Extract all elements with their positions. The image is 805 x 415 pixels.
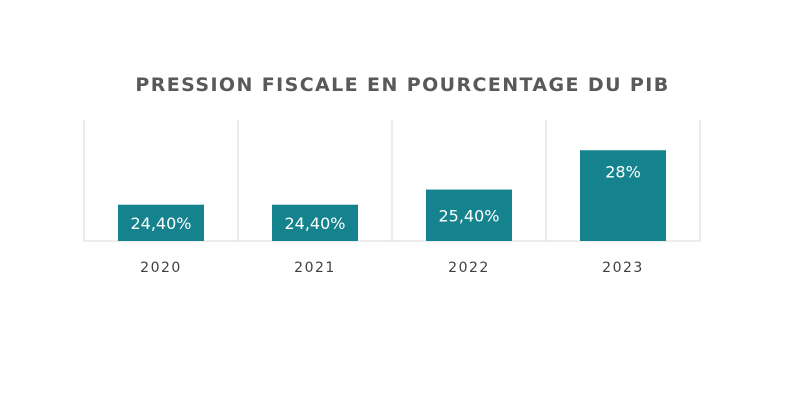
bar <box>426 189 512 241</box>
data-label: 24,40% <box>284 214 345 233</box>
bar <box>272 204 358 241</box>
x-tick-label: 2021 <box>294 260 336 276</box>
data-label: 28% <box>605 162 641 181</box>
x-tick-label: 2020 <box>140 260 182 276</box>
chart-title: PRESSION FISCALE EN POURCENTAGE DU PIB <box>135 74 670 96</box>
bar <box>118 204 204 241</box>
x-tick-label: 2023 <box>602 260 644 276</box>
data-label: 25,40% <box>438 206 499 225</box>
bar <box>580 150 666 241</box>
x-tick-label: 2022 <box>448 260 490 276</box>
data-label: 24,40% <box>130 214 191 233</box>
